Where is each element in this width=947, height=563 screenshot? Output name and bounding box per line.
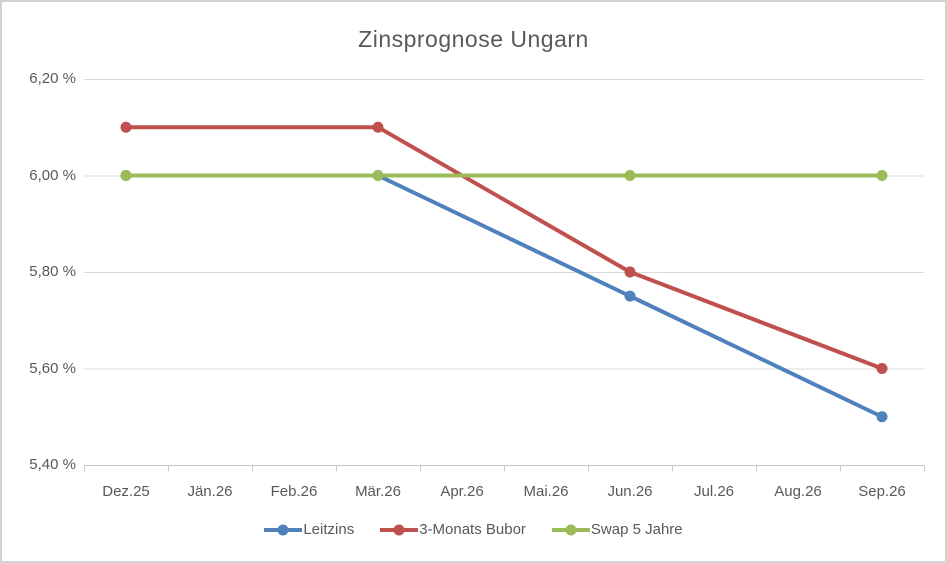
legend-marker-3-monats-bubor	[380, 524, 419, 535]
x-axis-label: Mär.26	[355, 483, 401, 500]
series-line-3-monats-bubor	[124, 125, 884, 371]
series-point-swap-5-jahre	[876, 170, 888, 181]
legend-marker-dot	[565, 524, 577, 535]
x-axis-label: Jul.26	[693, 483, 735, 500]
legend-label-leitzins: Leitzins	[303, 521, 355, 538]
legend-item-swap-5-jahre: Swap 5 Jahre	[551, 521, 683, 538]
chart-title: Zinsprognose Ungarn	[358, 26, 589, 52]
x-axis-label: Mai.26	[523, 483, 569, 500]
x-axis-label: Aug.26	[774, 483, 822, 500]
x-axis-label: Jun.26	[607, 483, 653, 500]
series-point-leitzins	[876, 411, 888, 423]
legend: Leitzins 3-Monats Bubor Swap 5 Jahre	[2, 521, 945, 538]
series-point-3-monats-bubor	[372, 121, 384, 133]
series-point-3-monats-bubor	[120, 121, 132, 133]
legend-marker-dot	[277, 524, 289, 535]
legend-item-leitzins: Leitzins	[264, 521, 354, 538]
x-axis-label: Dez.25	[102, 483, 150, 500]
legend-label-3-monats-bubor: 3-Monats Bubor	[419, 521, 526, 538]
x-axis-label: Sep.26	[858, 483, 906, 500]
y-axis-label: 5,40 %	[29, 456, 76, 473]
series-point-3-monats-bubor	[624, 266, 636, 278]
series-point-swap-5-jahre	[372, 170, 384, 181]
y-axis-label: 6,20 %	[29, 70, 76, 87]
series-point-swap-5-jahre	[120, 170, 132, 181]
x-axis-label: Jän.26	[187, 483, 233, 500]
legend-marker-swap-5-jahre	[551, 524, 590, 535]
series-point-leitzins	[624, 290, 636, 302]
series-point-swap-5-jahre	[624, 170, 636, 181]
legend-marker-dot	[393, 524, 405, 535]
legend-marker-leitzins	[264, 524, 303, 535]
series-point-3-monats-bubor	[876, 363, 888, 374]
y-axis-label: 5,60 %	[29, 359, 76, 377]
y-axis-label: 6,00 %	[29, 166, 76, 184]
legend-item-3-monats-bubor: 3-Monats Bubor	[380, 521, 526, 538]
legend-label-swap-5-jahre: Swap 5 Jahre	[590, 521, 683, 538]
y-axis-label: 5,80 %	[29, 263, 76, 280]
x-axis-label: Feb.26	[270, 483, 318, 500]
x-axis-label: Apr.26	[440, 483, 484, 500]
series-line-leitzins	[124, 173, 884, 419]
